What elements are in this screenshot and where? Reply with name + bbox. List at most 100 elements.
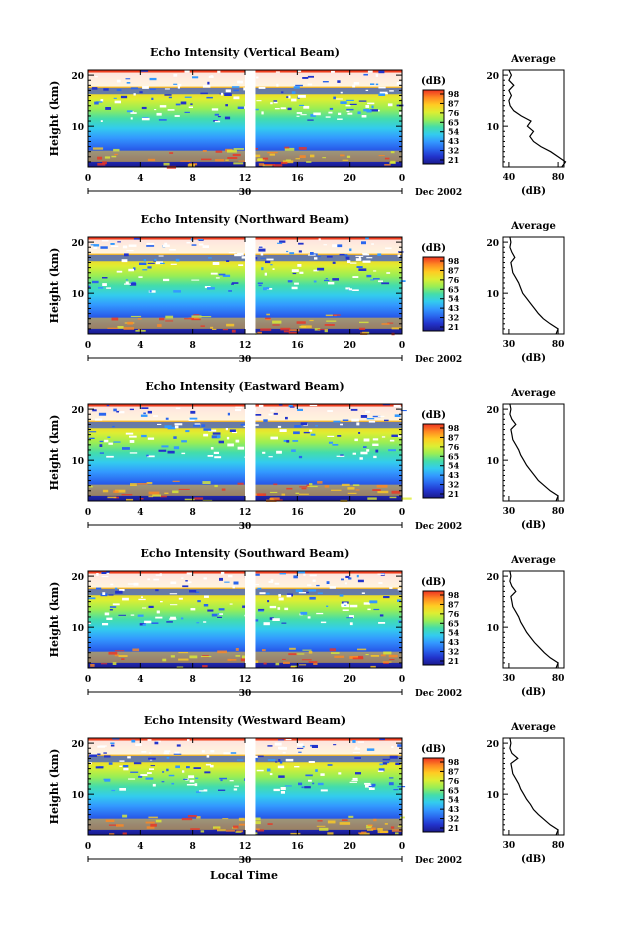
echo-speckle: [142, 269, 148, 271]
echo-speckle: [163, 278, 170, 282]
echo-speckle: [256, 769, 264, 772]
echo-speckle: [261, 267, 264, 271]
echo-speckle: [220, 779, 223, 782]
echo-speckle: [186, 784, 195, 786]
echo-speckle: [287, 280, 293, 283]
echo-speckle: [270, 497, 280, 501]
echo-speckle: [331, 652, 340, 654]
colorbar-label: 76: [448, 108, 460, 118]
echo-speckle: [111, 155, 117, 158]
echo-speckle: [313, 662, 318, 665]
echo-speckle: [297, 264, 302, 267]
echo-speckle: [190, 103, 193, 105]
echo-speckle: [367, 102, 375, 105]
echo-speckle: [255, 821, 261, 825]
x-tick-label: 16: [291, 174, 304, 184]
echo-speckle: [98, 286, 104, 289]
echo-speckle: [130, 87, 139, 90]
echo-speckle: [279, 746, 287, 750]
echo-speckle: [103, 88, 109, 91]
echo-speckle: [130, 614, 135, 616]
echo-speckle: [301, 487, 307, 490]
echo-speckle: [148, 605, 154, 608]
echo-speckle: [167, 450, 175, 454]
echo-speckle: [219, 613, 223, 615]
echo-speckle: [257, 609, 264, 612]
echo-speckle: [299, 493, 309, 495]
echo-speckle: [156, 112, 162, 116]
echo-speckle: [391, 490, 401, 494]
echo-speckle: [267, 152, 278, 154]
echo-speckle: [395, 762, 401, 765]
echo-speckle: [378, 86, 386, 89]
avg-x-tick-label: 80: [552, 507, 565, 517]
echo-speckle: [164, 492, 169, 494]
echo-speckle: [357, 741, 364, 743]
echo-speckle: [122, 832, 127, 835]
echo-speckle: [166, 756, 170, 759]
echo-speckle: [307, 119, 314, 121]
echo-speckle: [121, 658, 125, 660]
echo-speckle: [178, 83, 182, 87]
colorbar-label: 98: [448, 757, 460, 767]
average-profile-line: [509, 403, 559, 502]
echo-speckle: [122, 814, 128, 818]
echo-speckle: [285, 758, 294, 762]
echo-speckle: [355, 772, 361, 775]
echo-speckle: [302, 649, 312, 651]
echo-speckle: [175, 407, 181, 410]
colorbar-label: 98: [448, 256, 460, 266]
echo-speckle: [365, 410, 370, 413]
echo-speckle: [329, 586, 336, 589]
echo-speckle: [278, 759, 281, 762]
echo-speckle: [290, 665, 299, 668]
echo-speckle: [188, 418, 195, 421]
echo-speckle: [141, 407, 149, 409]
echo-speckle: [222, 818, 229, 820]
echo-speckle: [200, 325, 205, 327]
echo-speckle: [382, 758, 391, 761]
echo-speckle: [356, 422, 360, 426]
echo-speckle: [141, 117, 150, 121]
echo-speckle: [149, 768, 154, 770]
echo-speckle: [266, 768, 271, 772]
echo-speckle: [260, 253, 264, 256]
echo-speckle: [231, 86, 240, 88]
colorbar-unit: (dB): [421, 76, 446, 87]
echo-speckle: [104, 439, 109, 443]
echo-speckle: [139, 91, 143, 94]
echo-speckle: [302, 745, 305, 748]
echo-speckle: [151, 622, 159, 624]
echo-speckle: [130, 315, 142, 318]
echo-speckle: [220, 571, 225, 575]
echo-speckle: [364, 782, 371, 785]
echo-speckle: [382, 404, 390, 406]
echo-speckle: [389, 587, 393, 589]
y-axis-label: Height (km): [48, 81, 61, 157]
echo-speckle: [159, 105, 167, 108]
echo-speckle: [170, 616, 176, 620]
echo-speckle: [266, 592, 270, 595]
echo-speckle: [290, 832, 301, 835]
y-tick-label: 10: [71, 624, 84, 634]
echo-speckle: [109, 609, 113, 611]
echo-speckle: [217, 70, 221, 74]
echo-speckle: [291, 98, 297, 102]
echo-speckle: [181, 440, 187, 443]
echo-speckle: [318, 238, 321, 241]
echo-speckle: [157, 324, 162, 327]
echo-speckle: [146, 482, 153, 485]
echo-speckle: [359, 327, 366, 330]
echo-speckle: [129, 435, 137, 438]
echo-speckle: [211, 613, 218, 617]
echo-speckle: [366, 418, 375, 420]
echo-speckle: [309, 574, 317, 577]
y-axis-label: Height (km): [48, 248, 61, 324]
echo-speckle: [373, 455, 377, 459]
echo-speckle: [184, 498, 195, 501]
echo-speckle: [257, 331, 262, 334]
echo-speckle: [337, 435, 342, 437]
echo-speckle: [272, 320, 282, 324]
echo-speckle: [313, 112, 321, 116]
echo-speckle: [257, 587, 262, 590]
